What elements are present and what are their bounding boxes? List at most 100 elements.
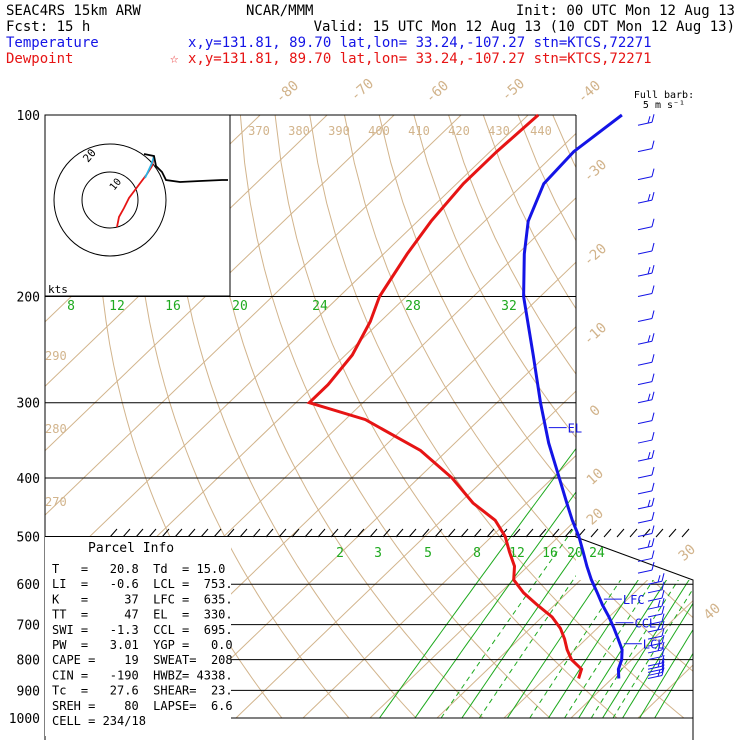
wind-barb-flag bbox=[657, 600, 661, 608]
wind-barb bbox=[637, 550, 655, 562]
isotherm-line bbox=[235, 115, 693, 719]
wind-barb bbox=[637, 264, 655, 277]
wind-barb-flag bbox=[647, 393, 651, 401]
wind-barb-flag bbox=[661, 654, 665, 664]
wind-barb-flag bbox=[651, 310, 655, 319]
wind-barb-flag bbox=[647, 335, 651, 343]
hatch-mark bbox=[395, 528, 404, 538]
wind-barb bbox=[637, 242, 655, 255]
dry-adiabat-line bbox=[309, 115, 685, 719]
wind-barb-flag bbox=[651, 497, 655, 507]
wind-barb-shaft bbox=[647, 662, 663, 667]
hatch-mark bbox=[291, 528, 300, 538]
wind-barb bbox=[647, 648, 665, 661]
parcel-info-row: CELL = 234/18 bbox=[52, 714, 146, 728]
mixing-ratio-line bbox=[654, 296, 693, 719]
wind-barb-shaft bbox=[637, 250, 653, 255]
mixing-ratio-line bbox=[529, 296, 693, 719]
barb-key-label: Full barb: bbox=[634, 90, 694, 101]
wind-barb bbox=[647, 598, 665, 610]
wind-barb bbox=[647, 605, 665, 618]
hatch-mark bbox=[304, 528, 313, 538]
hatch-mark bbox=[408, 528, 417, 538]
theta-label: 270 bbox=[45, 495, 67, 509]
theta-label: 380 bbox=[288, 124, 310, 138]
hatch-mark bbox=[668, 528, 677, 538]
wind-barb-shaft bbox=[637, 420, 653, 425]
wind-barb-flag bbox=[661, 658, 665, 667]
theta-label: 370 bbox=[248, 124, 270, 138]
wind-barb-flag bbox=[647, 116, 651, 124]
wind-barb-flag bbox=[657, 575, 661, 583]
wind-barb bbox=[637, 482, 655, 495]
wind-barb-flag bbox=[661, 581, 665, 590]
mixing-ratio-label: 24 bbox=[589, 546, 605, 561]
hatch-mark bbox=[460, 528, 469, 538]
wind-barb-shaft bbox=[637, 505, 653, 510]
hodograph-ring-outer bbox=[53, 143, 167, 257]
mixing-ratio-line bbox=[578, 296, 693, 719]
wind-barb bbox=[637, 218, 655, 231]
pressure-label-800: 800 bbox=[17, 654, 40, 669]
mixing-ratio-label: 28 bbox=[405, 299, 421, 314]
mixing-ratio-label: 3 bbox=[374, 546, 382, 561]
wind-barb-flag bbox=[651, 140, 655, 149]
wind-barb-flag bbox=[651, 450, 655, 459]
isotherm-line bbox=[45, 115, 395, 719]
wind-barb-shaft bbox=[637, 519, 653, 524]
hodograph-trace-upper bbox=[143, 153, 228, 183]
wind-barb bbox=[637, 168, 655, 181]
parcel-info-row: Tc = 27.6 SHEAR= 23. bbox=[52, 684, 233, 698]
isotherm-line bbox=[436, 115, 693, 719]
wind-barb-shaft bbox=[637, 272, 653, 277]
mixing-ratio-label: 20 bbox=[567, 546, 583, 561]
wind-barb-flag bbox=[651, 168, 655, 177]
wind-barb-shaft bbox=[637, 340, 653, 345]
dry-adiabat-line bbox=[656, 115, 693, 719]
wind-barb-shaft bbox=[647, 628, 663, 633]
wind-barb bbox=[637, 333, 655, 345]
wind-barb-flag bbox=[661, 620, 665, 630]
wind-barb-shaft bbox=[637, 361, 653, 366]
mixing-ratio-label: 24 bbox=[312, 299, 328, 314]
parcel-info-title: Parcel Info bbox=[88, 541, 174, 556]
parcel-info-row: T = 20.8 Td = 15.0 bbox=[52, 562, 225, 576]
temperature-legend: Temperature bbox=[6, 35, 99, 51]
wind-barb bbox=[637, 466, 655, 479]
dry-adiabat-line bbox=[170, 115, 417, 719]
isotherm-label: -40 bbox=[575, 78, 605, 107]
hodograph-trace-mid bbox=[144, 155, 155, 179]
hatch-mark bbox=[265, 528, 274, 538]
theta-label: 440 bbox=[530, 124, 552, 138]
wind-barb-shaft bbox=[647, 605, 663, 610]
theta-label: 400 bbox=[368, 124, 390, 138]
hatch-mark bbox=[473, 528, 482, 538]
wind-barb-flag bbox=[651, 511, 655, 521]
wind-barb bbox=[637, 538, 655, 550]
hatch-mark bbox=[174, 528, 183, 538]
dewpoint-legend: Dewpoint bbox=[6, 51, 73, 67]
wind-barb bbox=[637, 373, 655, 386]
hatch-mark bbox=[278, 528, 287, 538]
wind-barb-shaft bbox=[637, 569, 653, 574]
dry-adiabat-line bbox=[239, 115, 551, 719]
dry-adiabat-line bbox=[587, 115, 693, 719]
hatch-mark bbox=[421, 528, 430, 538]
wind-barb-shaft bbox=[647, 665, 663, 670]
parcel-info-row: LI = -0.6 LCL = 753. bbox=[52, 577, 233, 591]
parcel-info-row: CIN = -190 HWBZ= 4338. bbox=[52, 668, 233, 682]
hatch-mark bbox=[226, 528, 235, 538]
wind-barb bbox=[637, 354, 655, 366]
pressure-label-400: 400 bbox=[17, 472, 40, 487]
wind-barb-flag bbox=[661, 573, 665, 582]
mixing-ratio-label: 5 bbox=[424, 546, 432, 561]
isotherm-label: 30 bbox=[676, 541, 699, 564]
wind-barb-flag bbox=[661, 667, 665, 676]
wind-barb-flag bbox=[651, 373, 655, 382]
barb-key-units: 5 m s⁻¹ bbox=[643, 100, 685, 111]
theta-label: 390 bbox=[328, 124, 350, 138]
wind-barb-shaft bbox=[647, 597, 663, 602]
temperature-trace bbox=[522, 113, 624, 679]
mixing-ratio-label: 16 bbox=[165, 299, 181, 314]
wind-barb bbox=[647, 654, 665, 667]
